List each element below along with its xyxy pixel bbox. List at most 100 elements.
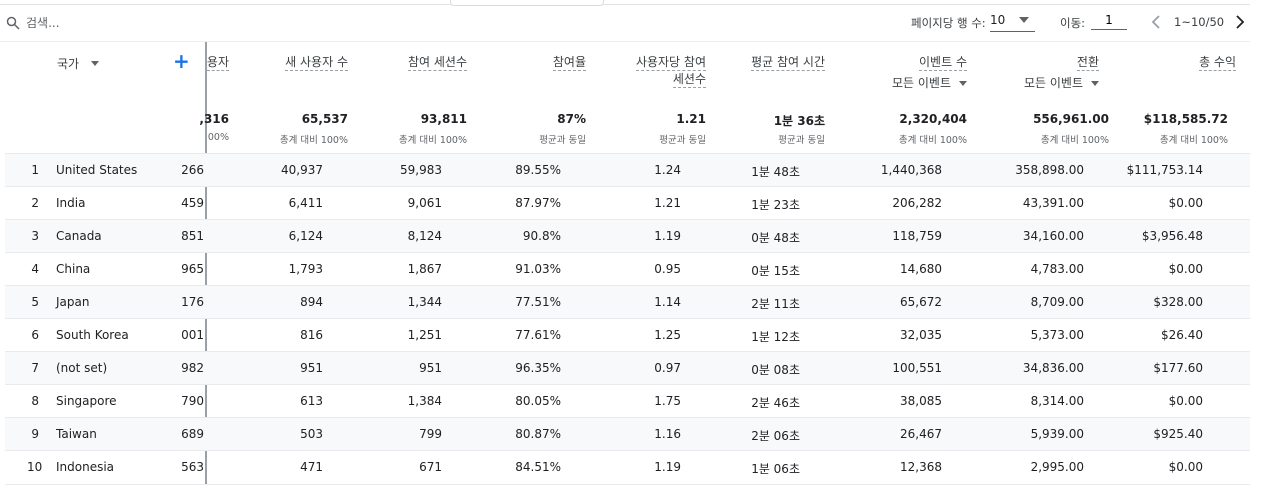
row-country[interactable]: (not set) [56,361,108,375]
cell-new-users: 1,793 [288,262,323,276]
cell-conversions: 5,373.00 [1030,328,1084,342]
chevron-down-icon [959,81,967,86]
header-divider [0,41,1250,42]
goto-label: 이동: [1060,16,1086,30]
col-header-sessions-per-user[interactable]: 사용자당 참여 세션수 [635,54,706,88]
cell-avg-engagement-time: 1분 06초 [751,462,800,476]
total-engaged-sessions-sub: 총계 대비 100% [398,135,467,146]
col-header-conversions[interactable]: 전환 모든 이벤트 [1024,54,1099,92]
table-row: 10 Indonesia 563 471 671 84.51% 1.19 1분 06초 12,3… [5,450,1250,484]
search-icon [6,16,20,30]
prev-page-button[interactable] [1148,12,1164,32]
cell-new-users: 613 [300,394,323,408]
rows-per-page-value: 10 [990,13,1006,27]
row-country[interactable]: China [56,262,91,276]
total-revenue-sub: 총계 대비 100% [1159,135,1228,146]
cell-new-users: 816 [300,328,323,342]
cell-new-users: 471 [300,460,323,474]
cell-conversions: 8,314.00 [1030,394,1084,408]
dimension-header[interactable]: 국가 [57,57,80,71]
next-page-button[interactable] [1232,12,1248,32]
cell-conversions: 2,995.00 [1030,460,1084,474]
total-engagement-rate: 87% [557,112,586,126]
total-engaged-sessions: 93,811 [420,112,467,126]
event-filter-dropdown[interactable]: 모든 이벤트 [892,75,967,92]
row-country[interactable]: India [56,196,86,210]
row-country[interactable]: Indonesia [56,460,115,474]
cell-conversions: 5,939.00 [1030,427,1084,441]
col-header-avg-engagement-time-label: 평균 참여 시간 [751,55,825,71]
table-row: 3 Canada 851 6,124 8,124 90.8% 1.19 0분 48초 118,7… [5,219,1250,253]
cell-event-count: 12,368 [900,460,942,474]
row-country[interactable]: United States [56,163,138,177]
search-input[interactable] [26,14,226,32]
total-sessions-per-user: 1.21 [676,112,706,126]
cell-revenue: $3,956.48 [1141,229,1203,243]
rows-per-page-label: 페이지당 행 수: [911,16,986,30]
cell-conversions: 358,898.00 [1015,163,1084,177]
col-header-engaged-sessions[interactable]: 참여 세션수 [407,54,467,71]
cell-engaged-sessions: 1,251 [407,328,442,342]
col-header-event-count[interactable]: 이벤트 수 모든 이벤트 [892,54,967,92]
table-row: 9 Taiwan 689 503 799 80.87% 1.16 2분 06초 26,467 5,… [5,417,1250,451]
col-header-engagement-rate[interactable]: 참여율 [552,54,586,71]
dimension-dropdown-icon[interactable] [91,61,99,66]
rows-per-page-select[interactable]: 10 [990,11,1035,32]
cell-sessions-per-user: 1.21 [654,196,681,210]
row-index: 10 [27,460,43,474]
col-header-new-users[interactable]: 새 사용자 수 [285,54,348,71]
cell-sessions-per-user: 1.24 [654,163,681,177]
cell-new-users: 503 [300,427,323,441]
cell-sessions-per-user: 1.19 [654,229,681,243]
chevron-down-icon [1091,81,1099,86]
cell-engaged-sessions: 799 [419,427,442,441]
row-country[interactable]: Japan [56,295,90,309]
row-country[interactable]: South Korea [56,328,129,342]
cell-event-count: 118,759 [892,229,942,243]
cell-avg-engagement-time: 1분 23초 [751,198,800,212]
total-users-sub: 00% [207,132,229,143]
cell-users: 001 [181,328,204,342]
row-country[interactable]: Singapore [56,394,117,408]
cell-avg-engagement-time: 2분 11초 [751,297,800,311]
conversion-filter-dropdown[interactable]: 모든 이벤트 [1024,75,1099,92]
cell-new-users: 951 [300,361,323,375]
table-row: 4 China 965 1,793 1,867 91.03% 0.95 0분 15초 14,68… [5,252,1250,286]
col-header-engagement-rate-label: 참여율 [552,55,586,71]
row-index: 5 [31,295,39,309]
row-index: 1 [31,163,39,177]
cell-engagement-rate: 77.51% [515,295,561,309]
row-index: 2 [31,196,39,210]
cell-revenue: $0.00 [1168,460,1203,474]
cell-sessions-per-user: 1.19 [654,460,681,474]
col-header-users-label: 용자 [206,55,229,71]
total-avg-engagement-time: 1분 36초 [773,114,825,128]
col-header-conversions-label: 전환 [1076,55,1099,71]
table-row: 7 (not set) 982 951 951 96.35% 0.97 0분 08초 100,5… [5,351,1250,385]
col-header-users[interactable]: 용자 [206,54,229,71]
col-header-sessions-per-user-line2: 세션수 [672,72,706,88]
cell-revenue: $111,753.14 [1126,163,1203,177]
add-dimension-icon[interactable]: + [173,49,190,73]
total-avg-engagement-time-sub: 평균과 동일 [778,135,825,146]
table-row: 2 India 459 6,411 9,061 87.97% 1.21 1분 23초 206,2… [5,186,1250,220]
cell-engaged-sessions: 8,124 [407,229,442,243]
total-new-users: 65,537 [301,112,348,126]
row-country[interactable]: Taiwan [56,427,97,441]
col-header-sessions-per-user-line1: 사용자당 참여 [635,55,706,71]
cell-users: 459 [181,196,204,210]
cell-avg-engagement-time: 2분 06초 [751,429,800,443]
total-new-users-sub: 총계 대비 100% [279,135,348,146]
cell-engaged-sessions: 1,344 [407,295,442,309]
cell-engaged-sessions: 59,983 [400,163,442,177]
col-header-total-revenue[interactable]: 총 수익 [1199,54,1236,71]
goto-page-input[interactable] [1091,11,1127,30]
row-country[interactable]: Canada [56,229,102,243]
row-index: 3 [31,229,39,243]
cell-avg-engagement-time: 0분 48초 [751,231,800,245]
cell-avg-engagement-time: 1분 48초 [751,165,800,179]
cell-engagement-rate: 90.8% [522,229,561,243]
row-index: 9 [31,427,39,441]
col-header-avg-engagement-time[interactable]: 평균 참여 시간 [751,54,825,71]
row-index: 6 [31,328,39,342]
